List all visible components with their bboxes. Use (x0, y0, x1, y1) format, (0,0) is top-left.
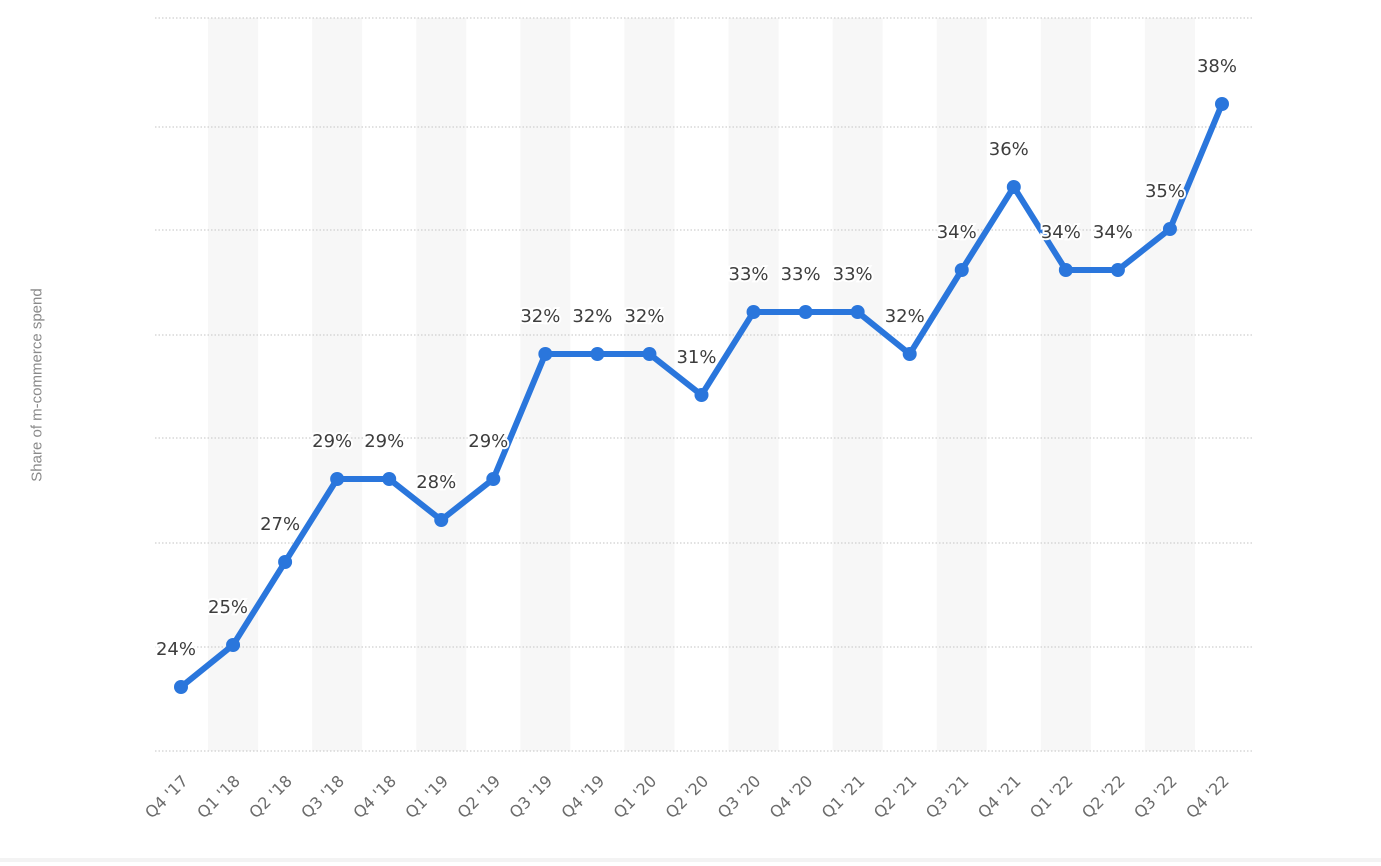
x-tick-label: Q3 '18 (297, 771, 348, 822)
stripe (1040, 18, 1091, 751)
x-tick-label: Q2 '21 (870, 771, 921, 822)
data-label: 32% (885, 306, 925, 327)
data-label: 29% (312, 431, 352, 452)
x-tick-label: Q1 '21 (818, 771, 869, 822)
stripe (1144, 18, 1195, 751)
data-label: 25% (208, 597, 248, 618)
data-point[interactable] (382, 472, 397, 486)
data-label: 34% (937, 222, 977, 243)
stripe (728, 18, 779, 751)
x-tick-label: Q2 '20 (662, 771, 713, 822)
x-tick-label: Q3 '19 (506, 771, 557, 822)
data-label: 24% (156, 639, 196, 660)
data-label: 31% (676, 347, 716, 368)
x-tick-label: Q4 '17 (141, 771, 192, 822)
data-point[interactable] (434, 513, 449, 527)
x-tick-label: Q2 '18 (245, 771, 296, 822)
x-tick-label: Q4 '19 (558, 771, 609, 822)
bottom-divider (0, 858, 1381, 862)
x-tick-label: Q1 '20 (610, 771, 661, 822)
stripe (936, 18, 987, 751)
data-point[interactable] (954, 263, 969, 277)
x-tick-label: Q4 '18 (349, 771, 400, 822)
stripe (520, 18, 571, 751)
data-point[interactable] (1058, 263, 1073, 277)
x-tick-label: Q2 '19 (453, 771, 504, 822)
x-tick-label: Q3 '20 (714, 771, 765, 822)
data-point[interactable] (642, 347, 657, 361)
data-label: 38% (1197, 56, 1237, 77)
data-point[interactable] (226, 638, 241, 652)
x-tick-label: Q3 '22 (1130, 771, 1181, 822)
background-stripes (208, 18, 1195, 751)
stripe (312, 18, 363, 751)
data-points (174, 97, 1229, 694)
data-label: 32% (572, 306, 612, 327)
stripe (208, 18, 259, 751)
data-point[interactable] (1215, 97, 1229, 111)
data-point[interactable] (1162, 222, 1177, 236)
data-point[interactable] (174, 680, 188, 694)
data-point[interactable] (798, 305, 813, 319)
y-axis-title: Share of m-commerce spend (28, 288, 46, 482)
data-label: 28% (416, 472, 456, 493)
stripe (832, 18, 883, 751)
x-tick-label: Q4 '22 (1182, 771, 1233, 822)
data-label: 29% (468, 431, 508, 452)
data-point[interactable] (330, 472, 345, 486)
stripe (624, 18, 675, 751)
data-label: 32% (520, 306, 560, 327)
x-tick-label: Q1 '22 (1026, 771, 1077, 822)
stripe (416, 18, 467, 751)
data-label: 34% (1041, 222, 1081, 243)
data-point[interactable] (694, 388, 709, 402)
data-point[interactable] (850, 305, 865, 319)
data-label: 35% (1145, 181, 1185, 202)
data-label: 36% (989, 139, 1029, 160)
data-label: 34% (1093, 222, 1133, 243)
x-tick-label: Q3 '21 (922, 771, 973, 822)
data-point[interactable] (902, 347, 917, 361)
x-tick-label: Q4 '20 (766, 771, 817, 822)
data-label: 32% (624, 306, 664, 327)
x-axis-tick-labels: Q4 '17 Q1 '18 Q2 '18 Q3 '18 Q4 '18 Q1 '19 Q2 '… (141, 771, 1233, 822)
data-point[interactable] (1006, 180, 1021, 194)
data-label: 33% (833, 264, 873, 285)
x-tick-label: Q1 '19 (401, 771, 452, 822)
data-point[interactable] (1110, 263, 1125, 277)
data-point[interactable] (278, 555, 293, 569)
x-tick-label: Q1 '18 (193, 771, 244, 822)
data-labels: 24% 25% 27% 29% 29% 28% 29% 32% 32% 32% 31% 33% 33% 3… (154, 54, 1239, 662)
data-point[interactable] (486, 472, 501, 486)
x-tick-label: Q2 '22 (1078, 771, 1129, 822)
data-label: 29% (364, 431, 404, 452)
data-point[interactable] (538, 347, 553, 361)
data-label: 27% (260, 514, 300, 535)
data-label: 33% (729, 264, 769, 285)
gridlines (155, 17, 1252, 752)
data-point[interactable] (590, 347, 605, 361)
data-point[interactable] (746, 305, 761, 319)
data-label: 33% (781, 264, 821, 285)
x-tick-label: Q4 '21 (974, 771, 1025, 822)
